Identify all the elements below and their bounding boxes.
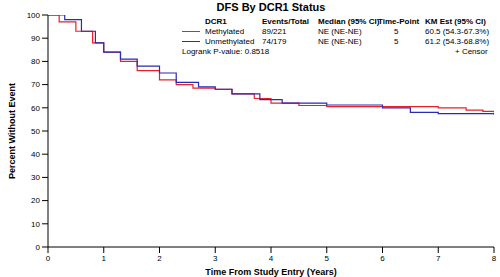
html-text:DFS By DCR1 Status: DFS By DCR1 Status xyxy=(216,1,326,13)
svg-text:3: 3 xyxy=(213,254,218,263)
html-text:+ Censor: + Censor xyxy=(455,47,488,56)
svg-text:30: 30 xyxy=(31,173,40,182)
svg-text:0: 0 xyxy=(46,254,51,263)
svg-text:2: 2 xyxy=(157,254,162,263)
svg-text:Time From Study Entry (Years): Time From Study Entry (Years) xyxy=(205,267,336,277)
svg-text:20: 20 xyxy=(31,196,40,205)
svg-text:100: 100 xyxy=(27,11,41,20)
html-text:5: 5 xyxy=(394,37,399,46)
html-text:5: 5 xyxy=(394,27,399,36)
html-text:NE (NE-NE): NE (NE-NE) xyxy=(318,37,362,46)
html-text:DCR1: DCR1 xyxy=(205,17,227,26)
svg-text:4: 4 xyxy=(269,254,274,263)
html-text:89/221: 89/221 xyxy=(262,27,287,36)
html-text:KM Est (95% CI): KM Est (95% CI) xyxy=(425,17,486,26)
html-text:Unmethylated: Unmethylated xyxy=(205,37,255,46)
svg-text:0: 0 xyxy=(36,243,41,252)
html-text:Median (95% CI) Time-Point: Median (95% CI) Time-Point xyxy=(318,17,420,26)
svg-text:60: 60 xyxy=(31,104,40,113)
html-text:Methylated: Methylated xyxy=(205,27,245,36)
html-text:61.2 (54.3-68.8%): 61.2 (54.3-68.8%) xyxy=(425,37,489,46)
svg-text:1: 1 xyxy=(102,254,107,263)
html-text:NE (NE-NE): NE (NE-NE) xyxy=(318,27,362,36)
svg-text:70: 70 xyxy=(31,80,40,89)
html-text:Events/Total: Events/Total xyxy=(262,17,309,26)
svg-text:80: 80 xyxy=(31,57,40,66)
html-text:74/179: 74/179 xyxy=(262,37,287,46)
html-text:60.5 (54.3-67.3%): 60.5 (54.3-67.3%) xyxy=(425,27,489,36)
svg-text:7: 7 xyxy=(436,254,441,263)
svg-text:40: 40 xyxy=(31,150,40,159)
svg-text:Percent Without Event: Percent Without Event xyxy=(8,83,17,179)
html-text:Logrank P-value: 0.8518: Logrank P-value: 0.8518 xyxy=(182,47,270,56)
svg-text:5: 5 xyxy=(325,254,330,263)
svg-text:50: 50 xyxy=(31,127,40,136)
svg-text:6: 6 xyxy=(380,254,385,263)
svg-text:90: 90 xyxy=(31,34,40,43)
svg-text:10: 10 xyxy=(31,220,40,229)
svg-text:8: 8 xyxy=(492,254,493,263)
